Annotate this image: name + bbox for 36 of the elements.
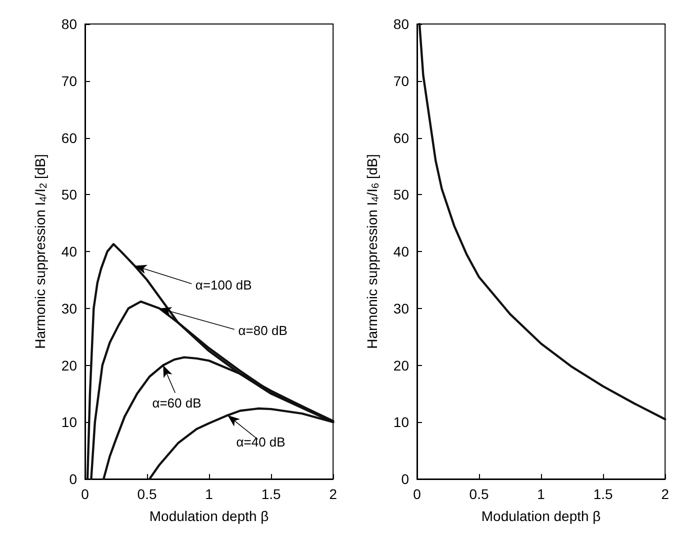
y-tick-label: 10 [61, 414, 78, 430]
y-tick-label: 80 [61, 16, 78, 32]
annotation: α=80 dB [238, 322, 288, 338]
y-tick-label: 50 [393, 186, 410, 203]
y-tick-label: 40 [393, 244, 410, 260]
x-axis-title: Modulation depth β [481, 508, 601, 524]
y-axis-title: Harmonic suppression I4/I2 [dB] [32, 154, 50, 349]
y-axis-title: Harmonic suppression I4/I6 [dB] [364, 154, 382, 349]
y-tick-label: 10 [393, 414, 410, 430]
annotation: α=60 dB [152, 396, 202, 411]
x-tick-label: 0.5 [469, 486, 489, 502]
x-tick-label: 1 [537, 486, 546, 502]
y-tick-label: 30 [393, 300, 410, 316]
x-tick-label: 2 [329, 486, 338, 502]
x-tick-label: 0 [81, 486, 90, 502]
x-tick-label: 0.5 [137, 486, 157, 502]
y-tick-label: 60 [393, 130, 410, 146]
x-tick-label: 2 [661, 486, 670, 502]
y-tick-label: 20 [393, 357, 410, 374]
x-axis-title: Modulation depth β [149, 508, 269, 524]
y-tick-label: 40 [61, 244, 78, 260]
y-tick-label: 60 [61, 130, 78, 146]
annotation: α=100 dB [195, 277, 252, 292]
annotation: α=40 dB [236, 434, 286, 450]
y-tick-label: 70 [61, 72, 78, 89]
y-tick-label: 0 [401, 471, 410, 487]
x-tick-label: 1.5 [261, 486, 282, 502]
x-tick-label: 1 [205, 486, 214, 502]
y-tick-label: 30 [61, 300, 78, 316]
x-tick-label: 0 [413, 486, 422, 502]
y-tick-label: 70 [393, 72, 410, 89]
x-tick-label: 1.5 [593, 486, 614, 502]
y-tick-label: 20 [61, 357, 78, 374]
y-tick-label: 50 [61, 186, 78, 203]
y-tick-label: 80 [393, 16, 410, 32]
y-tick-label: 0 [69, 471, 78, 487]
